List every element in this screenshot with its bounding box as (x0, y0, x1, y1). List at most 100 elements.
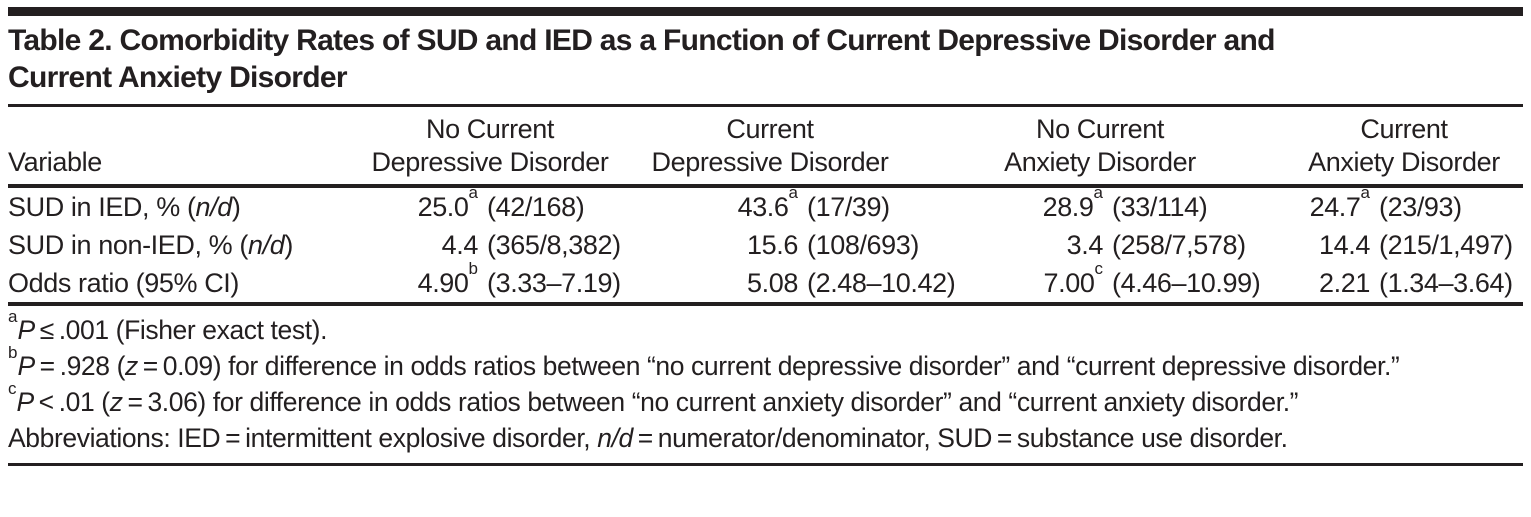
cell-value: 14.4 (1319, 229, 1370, 260)
cell-confidence-interval: (2.48–10.42) (807, 267, 956, 298)
cell-value: 24.7 (1309, 191, 1361, 222)
cell-footnote-marker: a (1093, 182, 1103, 202)
row-label-text: SUD in IED, % ( (8, 191, 196, 222)
column-header-no-current-anxiety: No Current Anxiety Disorder (915, 107, 1285, 188)
table-cell: 43.6a (17/39) (625, 182, 915, 226)
row-label-italic: n/d (247, 229, 285, 260)
cell-value: 28.9 (1042, 191, 1094, 222)
top-rule-bar (8, 7, 1523, 16)
table-title: Table 2. Comorbidity Rates of SUD and IE… (8, 22, 1523, 96)
comorbidity-table: Variable No Current Depressive Disorder … (8, 107, 1523, 302)
row-label-text: ) (231, 191, 241, 222)
footnote-marker-b: b (8, 342, 18, 362)
title-divider-rule (8, 104, 1523, 107)
table-cell: 4.4 (365/8,382) (355, 226, 625, 264)
stat-symbol-p: P (17, 351, 35, 381)
table-cell: 24.7a (23/93) (1285, 182, 1523, 226)
stat-symbol-p: P (17, 315, 35, 345)
table-cell: 3.4 (258/7,578) (915, 226, 1285, 264)
table-row-odds-ratio: Odds ratio (95% CI) 4.90b (3.33–7.19) 5.0… (8, 260, 1523, 302)
cell-fraction: (42/168) (487, 191, 585, 222)
row-label-odds-ratio: Odds ratio (95% CI) (8, 264, 355, 302)
cell-confidence-interval: (3.33–7.19) (487, 267, 621, 298)
header-line: Depressive Disorder (651, 147, 889, 177)
abbreviations-note: Abbreviations: IED = intermittent explos… (8, 420, 1523, 456)
cell-fraction: (108/693) (807, 229, 919, 260)
cell-footnote-marker: a (788, 182, 798, 202)
footnote-text: = 3.06) for difference in odds ratios be… (122, 387, 1299, 417)
abbreviations-italic: n/d (597, 423, 633, 453)
table-bottom-rule (8, 302, 1523, 306)
cell-fraction: (17/39) (807, 191, 890, 222)
table-cell: 5.08 (2.48–10.42) (625, 264, 956, 302)
table-title-line-2: Current Anxiety Disorder (8, 61, 348, 94)
cell-fraction: (33/114) (1112, 191, 1208, 222)
table-header: Variable No Current Depressive Disorder … (8, 107, 1523, 188)
row-label-sud-in-ied: SUD in IED, % (n/d) (8, 186, 355, 226)
row-label-text: Odds ratio (95% CI) (8, 267, 239, 298)
cell-value: 7.00 (1043, 267, 1095, 298)
cell-value: 4.90 (417, 267, 469, 298)
table-cell: 15.6 (108/693) (625, 226, 919, 264)
table-cell: 14.4 (215/1,497) (1285, 226, 1523, 264)
bottom-rule (8, 463, 1523, 466)
cell-value: 3.4 (1066, 229, 1104, 260)
table-cell: 2.21 (1.34–3.64) (1285, 264, 1523, 302)
cell-value: 43.6 (737, 191, 789, 222)
footnote-text: < .01 ( (33, 387, 110, 417)
footnote-a: aP ≤ .001 (Fisher exact test). (8, 308, 1523, 348)
header-line: Anxiety Disorder (1308, 147, 1500, 177)
column-header-current-anxiety: Current Anxiety Disorder (1285, 107, 1523, 188)
footnote-text: = 0.09) for difference in odds ratios be… (137, 351, 1400, 381)
cell-footnote-marker: a (468, 182, 478, 202)
footnote-text: ≤ .001 (Fisher exact test). (34, 315, 328, 345)
cell-value: 25.0 (417, 191, 469, 222)
header-line: Depressive Disorder (371, 147, 609, 177)
table-title-line-1: Table 2. Comorbidity Rates of SUD and IE… (8, 24, 1275, 57)
cell-value: 5.08 (747, 267, 798, 298)
row-label-sud-in-non-ied: SUD in non-IED, % (n/d) (8, 226, 355, 264)
cell-fraction: (258/7,578) (1112, 229, 1246, 260)
table-cell: 4.90b (3.33–7.19) (355, 260, 625, 302)
table-row-sud-in-non-ied: SUD in non-IED, % (n/d) 4.4 (365/8,382) 1… (8, 226, 1523, 264)
stat-symbol-p: P (16, 387, 35, 417)
header-line: No Current (1035, 114, 1165, 144)
header-line: Anxiety Disorder (1004, 147, 1196, 177)
cell-confidence-interval: (1.34–3.64) (1379, 267, 1513, 298)
cell-footnote-marker: a (1360, 182, 1370, 202)
header-line: Current (1360, 114, 1448, 144)
stat-symbol-z: z (125, 351, 138, 381)
table-cell: 7.00c (4.46–10.99) (915, 260, 1285, 302)
cell-value: 4.4 (441, 229, 479, 260)
cell-value: 2.21 (1319, 267, 1370, 298)
abbreviations-text: Abbreviations: IED = intermittent explos… (8, 423, 598, 453)
cell-fraction: (365/8,382) (487, 229, 621, 260)
column-header-variable: Variable (8, 107, 355, 188)
cell-footnote-marker: c (1094, 258, 1104, 278)
abbreviations-text: = numerator/denominator, SUD = substance… (632, 423, 1288, 453)
table-row-sud-in-ied: SUD in IED, % (n/d) 25.0a (42/168) 43.6a(… (8, 182, 1523, 226)
cell-footnote-marker: b (468, 258, 478, 278)
cell-fraction: (23/93) (1379, 191, 1462, 222)
cell-fraction: (215/1,497) (1379, 229, 1513, 260)
footnote-b: bP = .928 (z = 0.09) for difference in o… (8, 344, 1523, 384)
footnotes-block: aP ≤ .001 (Fisher exact test). bP = .928… (8, 308, 1523, 456)
footnote-c: cP < .01 (z = 3.06) for difference in od… (8, 380, 1523, 420)
row-label-text: ) (284, 229, 293, 260)
column-header-current-depressive: Current Depressive Disorder (625, 107, 915, 188)
footnote-marker-a: a (8, 306, 18, 326)
column-header-no-current-depressive: No Current Depressive Disorder (355, 107, 625, 188)
header-row: Variable No Current Depressive Disorder … (8, 107, 1523, 188)
row-label-italic: n/d (195, 191, 233, 222)
stat-symbol-z: z (109, 387, 123, 417)
cell-confidence-interval: (4.46–10.99) (1112, 267, 1261, 298)
table-figure: Table 2. Comorbidity Rates of SUD and IE… (0, 7, 1531, 466)
cell-value: 15.6 (747, 229, 798, 260)
table-cell: 25.0a (42/168) (355, 182, 625, 226)
header-line: Current (726, 114, 814, 144)
table-cell: 28.9a (33/114) (915, 182, 1285, 226)
footnote-text: = .928 ( (34, 351, 126, 381)
row-label-text: SUD in non-IED, % ( (8, 229, 248, 260)
footnote-marker-c: c (8, 378, 17, 398)
table-body: SUD in IED, % (n/d) 25.0a (42/168) 43.6a(… (8, 182, 1523, 302)
